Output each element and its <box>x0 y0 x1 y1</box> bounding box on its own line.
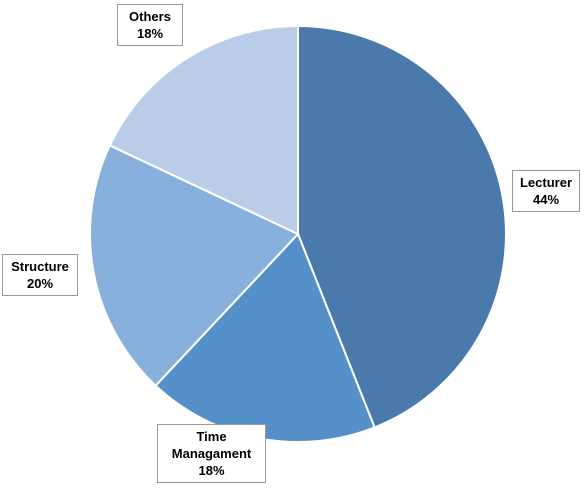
data-label: Structure 20% <box>2 254 78 296</box>
pie-slice <box>108 24 299 236</box>
category-label: Others <box>129 9 171 24</box>
category-label: Structure <box>11 259 69 274</box>
pie-slice <box>89 144 300 388</box>
value-label: 20% <box>26 276 54 291</box>
value-label: 18% <box>198 463 225 478</box>
value-label: 44% <box>532 192 560 207</box>
data-label: Lecturer 44% <box>512 170 580 212</box>
data-label: Time Managament 18% <box>157 424 266 483</box>
data-label: Others 18% <box>117 4 183 46</box>
category-label: Time Managament <box>171 429 252 461</box>
pie-slice <box>297 24 507 429</box>
value-label: 18% <box>136 26 164 41</box>
category-label: Lecturer <box>519 175 573 190</box>
